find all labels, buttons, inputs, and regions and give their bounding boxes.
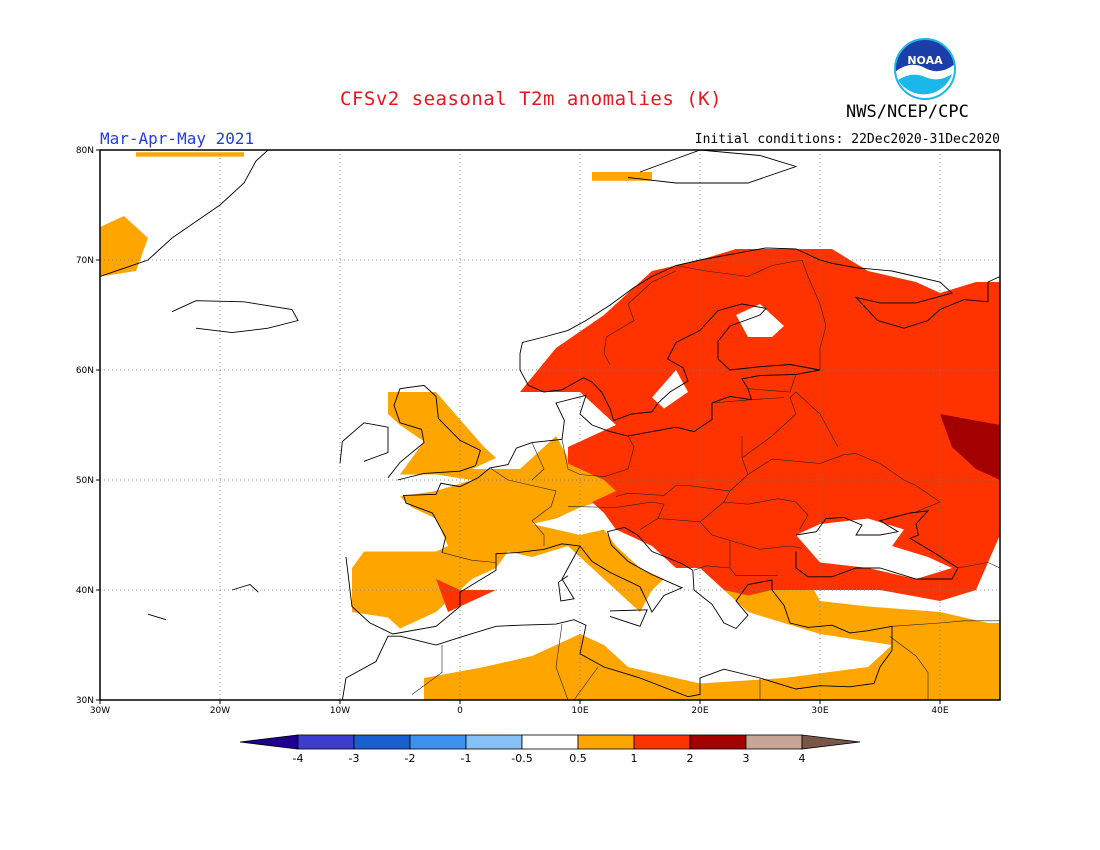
- country-border: [889, 635, 929, 700]
- colorbar-label: 3: [743, 752, 750, 765]
- anomaly-region-1-2: [520, 249, 1000, 601]
- colorbar-swatch: [521, 734, 579, 750]
- country-border: [603, 270, 677, 365]
- anomaly-region-0.5-1: [100, 216, 148, 277]
- country-border: [957, 562, 1000, 569]
- colorbar-label: -4: [293, 752, 304, 765]
- country-border: [801, 259, 827, 370]
- colorbar-swatch: [577, 734, 635, 750]
- anomaly-region--0.5-0.5: [736, 304, 784, 337]
- latitude-tick-label: 80N: [76, 146, 94, 156]
- anomaly-region-0.5-1: [352, 392, 664, 629]
- anomaly-region--0.5-0.5: [796, 518, 952, 579]
- country-border: [441, 552, 497, 563]
- colorbar-label: 4: [799, 752, 806, 765]
- coastline: [627, 150, 798, 184]
- coastline: [387, 384, 481, 481]
- longitude-tick-label: 20E: [691, 706, 708, 716]
- colorbar-swatch: [353, 734, 411, 750]
- country-border: [711, 397, 785, 404]
- colorbar-swatch: [297, 734, 355, 750]
- longitude-tick-label: 40E: [931, 706, 948, 716]
- coastline: [557, 545, 581, 602]
- country-border: [561, 435, 635, 478]
- colorbar-low-arrow: [239, 734, 299, 750]
- coastline: [100, 150, 269, 277]
- country-border: [411, 645, 443, 695]
- country-borders: [411, 259, 1000, 700]
- longitude-tick-label: 30E: [811, 706, 828, 716]
- colorbar-label: 1: [631, 752, 638, 765]
- country-border: [891, 620, 1000, 627]
- coastline: [171, 300, 299, 334]
- longitude-tick-label: 10E: [571, 706, 588, 716]
- latitude-tick-label: 50N: [76, 476, 94, 486]
- country-border: [729, 540, 803, 550]
- country-border: [489, 467, 557, 546]
- anomaly-regions: [100, 152, 1000, 700]
- anomaly-region-0.5-1: [136, 152, 244, 157]
- initial-conditions-label: Initial conditions: 22Dec2020-31Dec2020: [694, 132, 1000, 147]
- logo-text: NOAA: [907, 54, 943, 67]
- latitude-tick-label: 40N: [76, 586, 94, 596]
- anomaly-region-2-3: [940, 414, 1000, 480]
- coastline: [341, 526, 893, 700]
- colorbar-swatch: [409, 734, 467, 750]
- coastlines: [100, 150, 1000, 700]
- coastline: [147, 613, 167, 621]
- coastline: [339, 422, 389, 464]
- colorbar-label: -2: [405, 752, 416, 765]
- country-border: [615, 436, 749, 497]
- coastline: [609, 609, 648, 627]
- colorbar-label: 0.5: [569, 752, 587, 765]
- noaa-logo: NOAA: [894, 38, 956, 102]
- latitude-tick-label: 30N: [76, 696, 94, 706]
- country-border: [567, 501, 665, 530]
- longitude-tick-label: 10W: [330, 706, 350, 716]
- coastline: [402, 247, 1000, 553]
- country-border: [555, 624, 569, 700]
- anomaly-region-1-2: [436, 579, 496, 612]
- colorbar-label: -1: [461, 752, 472, 765]
- colorbar-label: -0.5: [511, 752, 532, 765]
- coastline: [231, 583, 259, 593]
- map-title: CFSv2 seasonal T2m anomalies (K): [340, 88, 723, 110]
- colorbar-swatch: [633, 734, 691, 750]
- map-frame: [99, 149, 1001, 701]
- anomaly-region-0.5-1: [424, 568, 1000, 700]
- longitude-tick-label: 0: [457, 706, 463, 716]
- colorbar-high-arrow: [801, 734, 861, 750]
- latitude-tick-label: 60N: [76, 366, 94, 376]
- coastline: [795, 510, 959, 580]
- country-border: [699, 521, 778, 577]
- agency-label: NWS/NCEP/CPC: [846, 102, 969, 122]
- country-border: [573, 666, 599, 700]
- latitude-tick-label: 70N: [76, 256, 94, 266]
- colorbar: -4 -3 -2 -1 -0.5 0.5 1 2 3 4: [239, 734, 861, 765]
- anomaly-region--0.5-0.5: [652, 370, 688, 409]
- longitude-tick-label: 20W: [210, 706, 230, 716]
- country-border: [657, 490, 731, 523]
- country-border: [741, 391, 839, 459]
- country-border: [747, 453, 941, 513]
- country-border: [531, 442, 545, 481]
- colorbar-swatch: [745, 734, 803, 750]
- longitude-tick-label: 30W: [90, 706, 110, 716]
- country-border: [675, 259, 803, 277]
- colorbar-label: -3: [349, 752, 360, 765]
- country-border: [693, 565, 731, 571]
- country-border: [723, 498, 809, 530]
- country-border: [747, 374, 797, 393]
- colorbar-swatch: [689, 734, 747, 750]
- colorbar-label: 2: [687, 752, 694, 765]
- season-label: Mar-Apr-May 2021: [100, 129, 255, 148]
- colorbar-swatch: [465, 734, 523, 750]
